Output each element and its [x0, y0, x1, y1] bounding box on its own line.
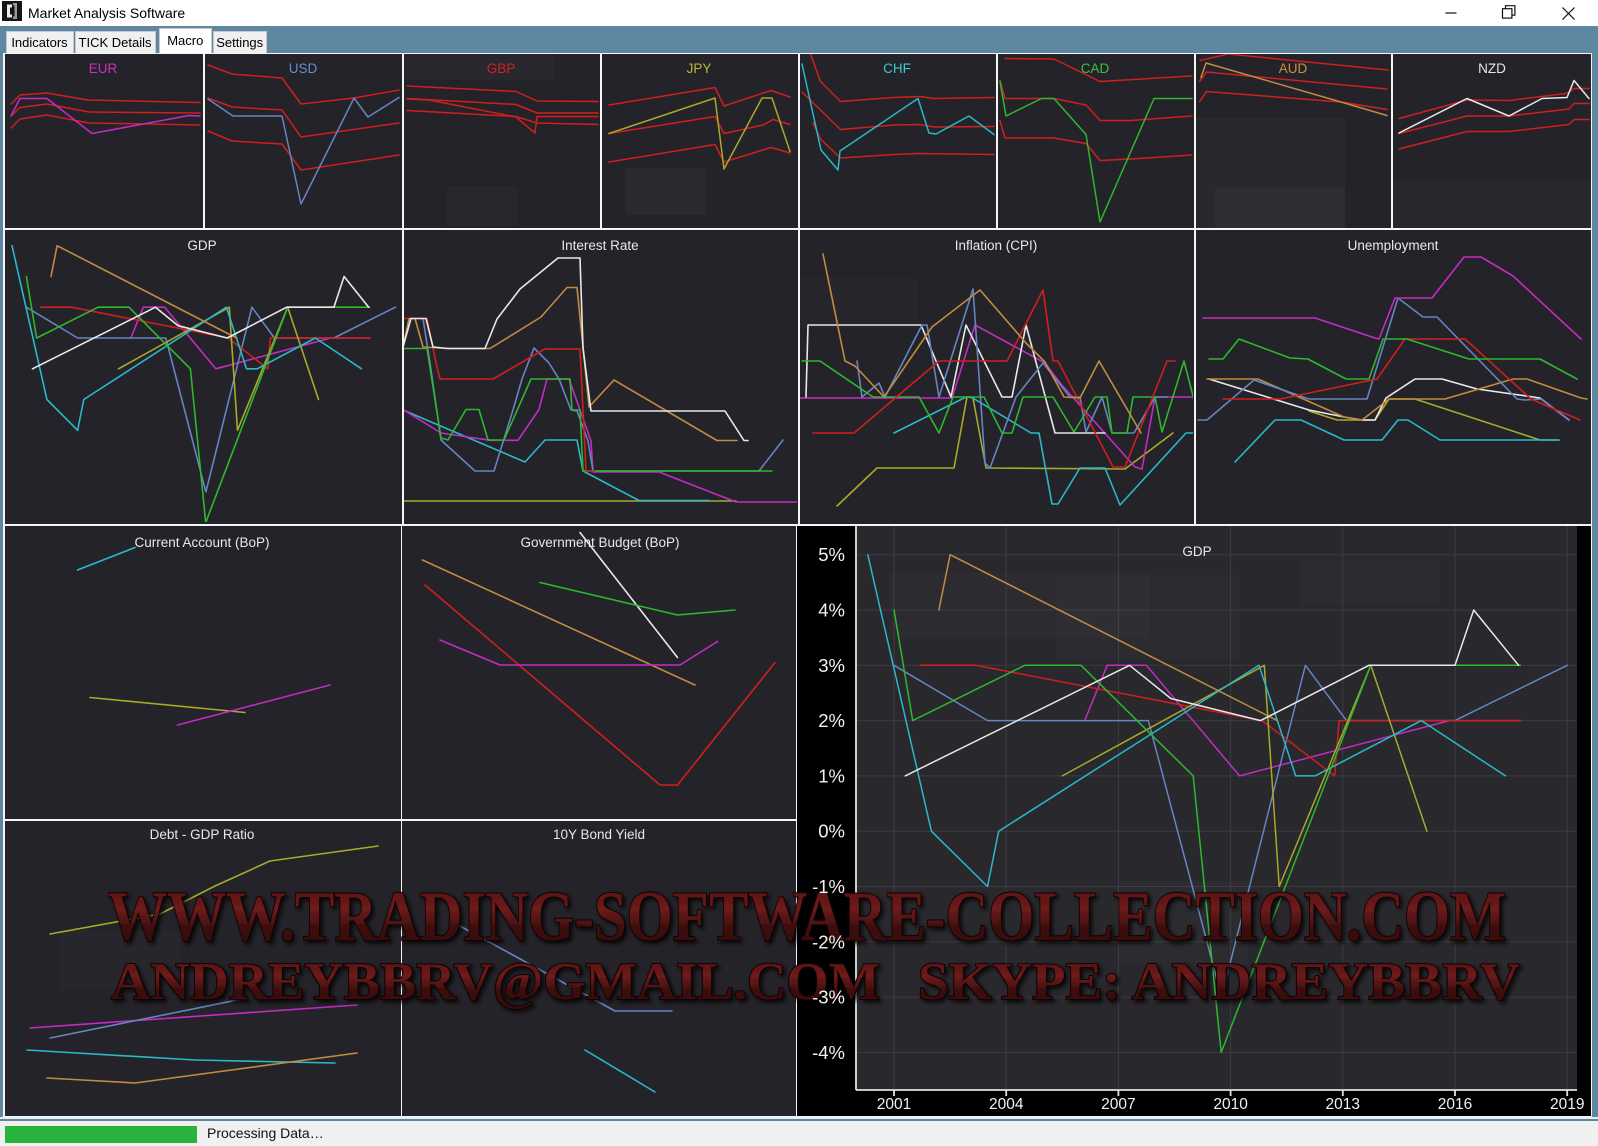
- svg-text:NZD: NZD: [1478, 61, 1506, 76]
- svg-text:Inflation (CPI): Inflation (CPI): [955, 238, 1038, 253]
- svg-text:AUD: AUD: [1279, 61, 1308, 76]
- svg-text:-1%: -1%: [812, 876, 845, 897]
- svg-text:3%: 3%: [818, 655, 845, 676]
- svg-text:10Y Bond Yield: 10Y Bond Yield: [553, 827, 645, 842]
- svg-text:EUR: EUR: [89, 61, 118, 76]
- svg-text:ANDREYBBRV@GMAIL.COM: ANDREYBBRV@GMAIL.COM: [111, 953, 880, 1011]
- svg-text:Unemployment: Unemployment: [1348, 238, 1439, 253]
- svg-text:2%: 2%: [818, 710, 845, 731]
- svg-text:5%: 5%: [818, 544, 845, 565]
- svg-text:WWW.TRADING-SOFTWARE-COLLECTIO: WWW.TRADING-SOFTWARE-COLLECTION.COM: [108, 878, 1506, 956]
- svg-text:-4%: -4%: [812, 1042, 845, 1063]
- svg-text:1%: 1%: [818, 765, 845, 786]
- svg-text:GDP: GDP: [187, 238, 216, 253]
- svg-text:2004: 2004: [989, 1096, 1024, 1113]
- svg-text:Government Budget (BoP): Government Budget (BoP): [520, 535, 679, 550]
- svg-text:USD: USD: [289, 61, 318, 76]
- svg-text:4%: 4%: [818, 600, 845, 621]
- svg-text:CAD: CAD: [1081, 61, 1110, 76]
- svg-text:Debt - GDP Ratio: Debt - GDP Ratio: [150, 827, 255, 842]
- svg-text:SKYPE: ANDREYBBRV: SKYPE: ANDREYBBRV: [918, 953, 1520, 1011]
- svg-text:-3%: -3%: [812, 987, 845, 1008]
- svg-text:2010: 2010: [1213, 1096, 1248, 1113]
- svg-text:CHF: CHF: [883, 61, 911, 76]
- svg-text:2001: 2001: [877, 1096, 911, 1113]
- svg-text:0%: 0%: [818, 821, 845, 842]
- svg-text:-2%: -2%: [812, 931, 845, 952]
- svg-text:2007: 2007: [1101, 1096, 1135, 1113]
- svg-text:Interest Rate: Interest Rate: [561, 238, 638, 253]
- svg-text:GDP: GDP: [1182, 544, 1211, 559]
- svg-text:2016: 2016: [1438, 1096, 1472, 1113]
- svg-text:Current Account (BoP): Current Account (BoP): [134, 535, 269, 550]
- svg-text:JPY: JPY: [687, 61, 712, 76]
- svg-text:2013: 2013: [1326, 1096, 1360, 1113]
- svg-text:GBP: GBP: [487, 61, 516, 76]
- svg-text:2019: 2019: [1550, 1096, 1584, 1113]
